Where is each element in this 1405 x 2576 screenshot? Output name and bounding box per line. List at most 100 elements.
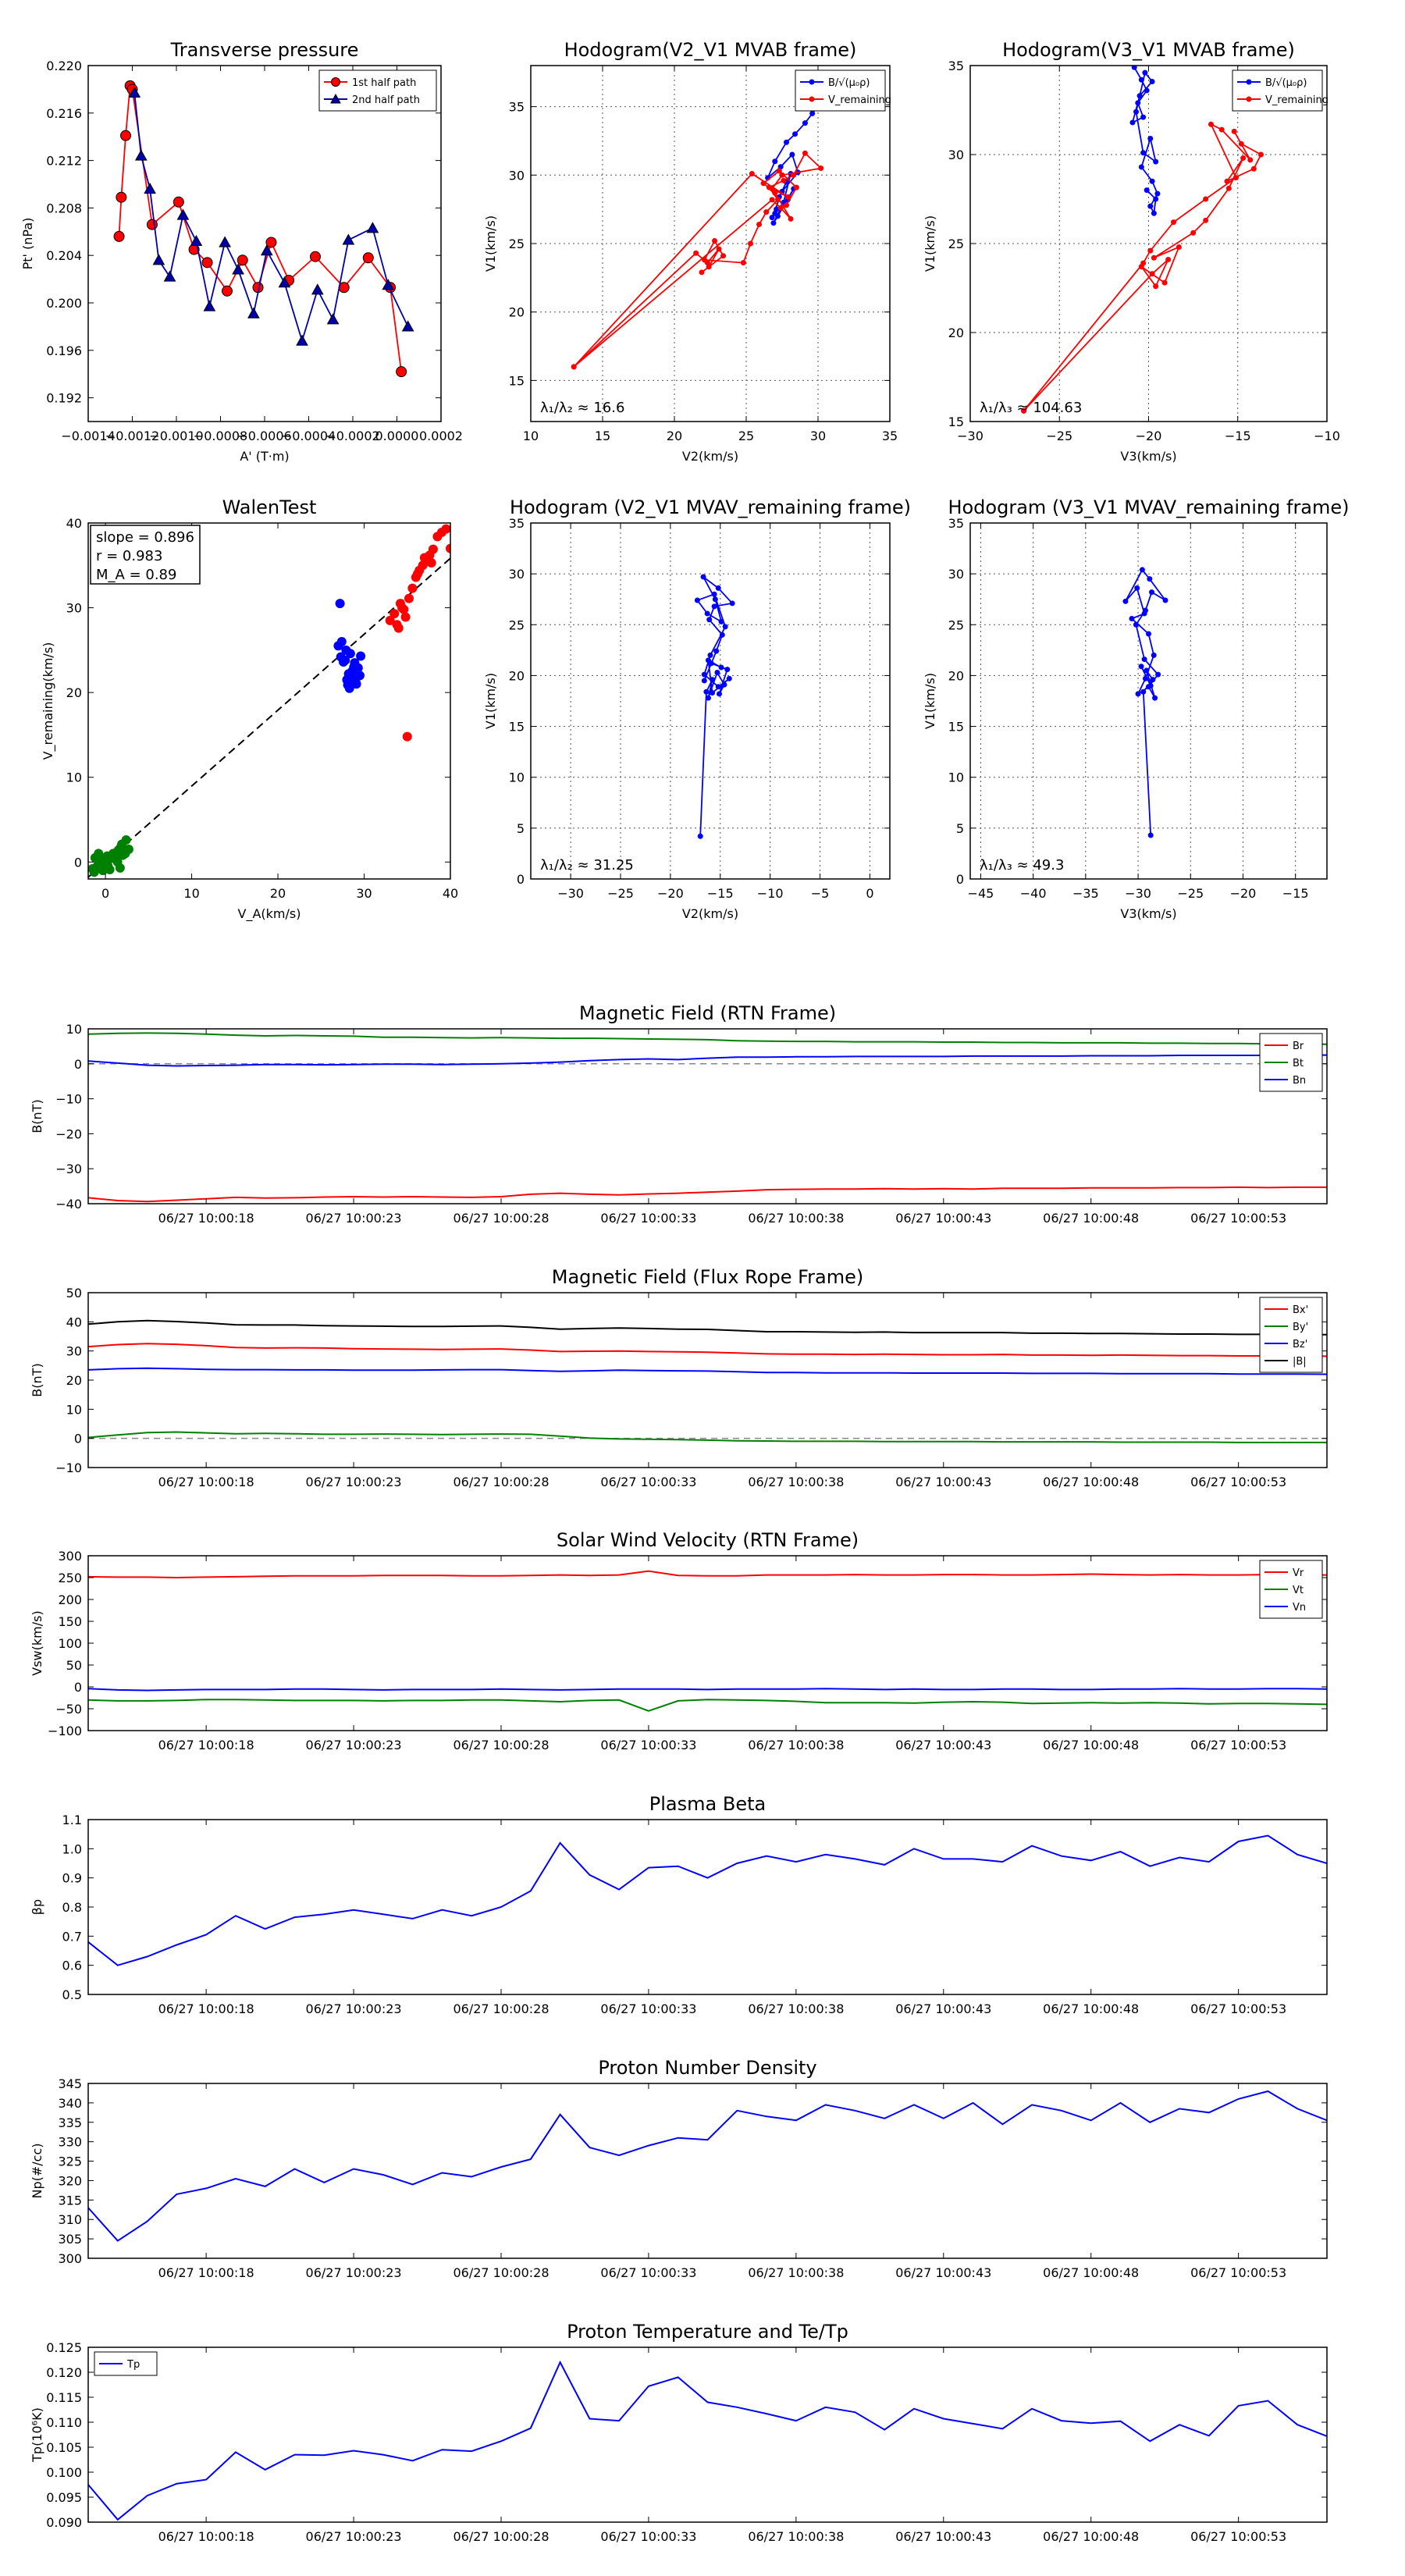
data-point: [715, 585, 721, 591]
y-axis-label: V_remaining(km/s): [41, 642, 56, 760]
x-tick-label: −35: [1072, 886, 1099, 901]
y-tick-label: 315: [58, 2193, 82, 2208]
data-point: [1122, 598, 1129, 604]
data-point: [694, 597, 700, 603]
data-point-circle: [120, 130, 132, 141]
y-tick-label: 0.5: [62, 1987, 82, 2002]
legend-marker: [330, 93, 341, 104]
data-point: [1149, 79, 1155, 85]
series-ts2-1: [88, 1431, 1327, 1443]
plot-frame: [87, 2083, 1328, 2259]
data-point: [793, 184, 799, 190]
eigenvalue-ratio-label: λ₁/λ₃ ≈ 104.63: [980, 400, 1082, 416]
data-point: [1140, 688, 1147, 695]
x-tick-label: 06/27 10:00:18: [158, 2529, 254, 2544]
x-tick-label: −20: [657, 886, 684, 901]
data-point: [1138, 76, 1144, 83]
legend-box: [94, 2351, 158, 2376]
data-point: [1133, 621, 1139, 628]
legend-label: Bx': [1293, 1304, 1308, 1316]
y-tick-label: 15: [509, 373, 525, 388]
x-tick-label: 06/27 10:00:18: [158, 1475, 254, 1489]
plot-area: [531, 66, 890, 422]
data-point: [712, 596, 718, 603]
legend-label: Bn: [1293, 1075, 1306, 1087]
legend-label: B/√(μ₀ρ): [1265, 77, 1307, 89]
series-line: [88, 1699, 1327, 1712]
data-point: [769, 215, 775, 221]
series-line: [88, 1688, 1327, 1692]
data-point: [769, 197, 775, 203]
x-tick-label: 06/27 10:00:43: [895, 1738, 991, 1752]
data-point: [1149, 589, 1155, 596]
data-point: [1147, 247, 1154, 254]
data-point: [706, 264, 712, 270]
series-ts3-2: [88, 1688, 1327, 1692]
y-tick-label: 50: [66, 1286, 82, 1300]
legend: 1st half path 2nd half path: [318, 69, 437, 112]
y-tick-label: 20: [509, 305, 525, 320]
x-tick-label: −0.0010: [149, 429, 203, 443]
x-tick-label: −45: [968, 886, 994, 901]
y-tick-label: 0.105: [46, 2440, 82, 2455]
data-point-triangle: [278, 276, 291, 288]
x-tick-label: 06/27 10:00:23: [306, 2265, 402, 2280]
data-point: [1021, 407, 1027, 414]
legend-marker: [331, 77, 340, 87]
data-point: [702, 257, 708, 263]
legend-label: Bt: [1293, 1058, 1304, 1069]
series-ts2-3: [88, 1319, 1327, 1336]
legend-label: Vt: [1293, 1585, 1304, 1596]
y-tick-label: 30: [66, 1344, 82, 1359]
plot-area: [88, 1834, 1327, 1966]
y-tick-label: 35: [509, 516, 525, 531]
y-tick-label: 25: [509, 237, 525, 251]
plot-area: [88, 1319, 1327, 1443]
x-tick-label: 06/27 10:00:48: [1043, 2001, 1139, 2016]
series-h1-1: [571, 150, 824, 370]
y-tick-label: 30: [948, 148, 964, 162]
series-h2-0: [1129, 66, 1161, 216]
chart-title: Proton Number Density: [598, 2057, 816, 2079]
chart-ts4: 06/27 10:00:18 06/27 10:00:23 06/27 10:00:…: [30, 1793, 1328, 2016]
data-point: [772, 158, 778, 165]
series-tp-0: [113, 80, 407, 378]
y-tick-label: 35: [509, 100, 525, 115]
y-tick-label: 30: [948, 567, 964, 582]
y-axis-label: V1(km/s): [923, 673, 937, 729]
series-h4-0: [1122, 567, 1168, 838]
y-tick-label: −50: [55, 1702, 82, 1717]
data-point: [707, 652, 713, 658]
x-tick-label: 06/27 10:00:48: [1043, 2529, 1139, 2544]
data-point: [112, 857, 123, 867]
data-point: [784, 139, 790, 145]
x-tick-label: 06/27 10:00:23: [306, 2001, 402, 2016]
x-tick-label: 06/27 10:00:18: [158, 2001, 254, 2016]
x-tick-label: 10: [523, 429, 539, 443]
chart-title: Hodogram(V2_V1 MVAB frame): [564, 39, 857, 61]
y-tick-label: 15: [948, 415, 964, 429]
legend-label: Vn: [1293, 1602, 1306, 1614]
x-tick-label: 06/27 10:00:43: [895, 2265, 991, 2280]
x-tick-label: 0.0002: [419, 429, 463, 443]
data-point: [96, 859, 106, 869]
plot-area: [970, 66, 1327, 422]
legend: B/√(μ₀ρ) V_remaining: [795, 69, 891, 112]
data-point: [770, 220, 777, 226]
y-tick-label: 345: [58, 2076, 82, 2091]
y-tick-label: 0.216: [46, 106, 82, 121]
x-tick-label: 30: [356, 886, 372, 901]
x-tick-label: 20: [667, 429, 682, 443]
data-point: [722, 624, 728, 630]
data-point: [711, 591, 717, 597]
data-point: [788, 215, 794, 222]
y-tick-label: 325: [58, 2154, 82, 2169]
y-tick-label: 30: [66, 601, 82, 616]
chart-ts3: 06/27 10:00:18 06/27 10:00:23 06/27 10:00:…: [30, 1529, 1328, 1752]
y-tick-label: 15: [509, 720, 525, 735]
y-tick-label: 10: [948, 770, 964, 785]
x-tick-label: 06/27 10:00:23: [306, 1738, 402, 1752]
y-tick-label: 335: [58, 2115, 82, 2130]
series-ts3-0: [88, 1570, 1327, 1579]
chart-title: Plasma Beta: [649, 1793, 766, 1815]
